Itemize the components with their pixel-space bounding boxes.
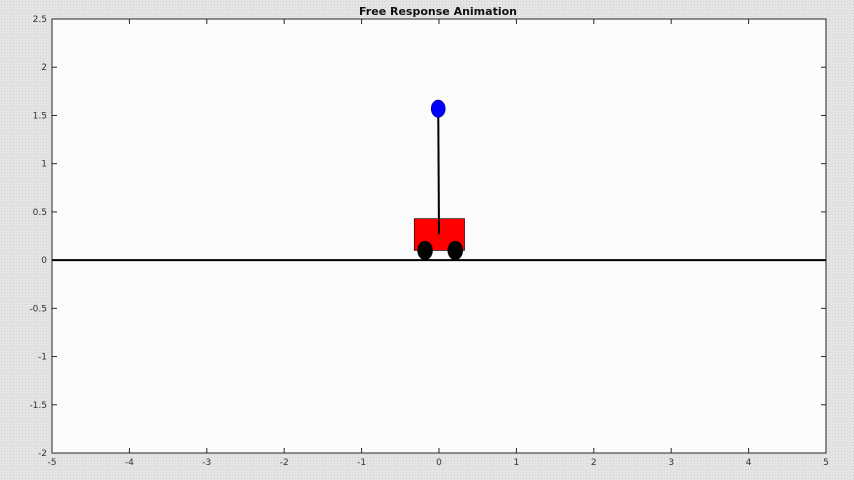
x-tick-label: 2 — [591, 458, 597, 468]
y-tick-label: -2 — [38, 449, 47, 459]
y-tick-label: 1 — [41, 160, 47, 170]
x-tick-label: -2 — [280, 458, 289, 468]
y-tick-label: 2 — [41, 63, 47, 73]
y-tick-label: 1.5 — [33, 111, 47, 121]
x-tick-label: -3 — [202, 458, 211, 468]
cart-wheel — [447, 240, 463, 261]
scene-layer — [52, 99, 826, 262]
y-tick-label: 0.5 — [33, 208, 47, 218]
x-tick-label: -4 — [125, 458, 134, 468]
cart-wheel — [417, 240, 433, 261]
y-tick-label: -0.5 — [29, 304, 47, 314]
ticks-layer: -5 -4 -3 -2 -1 0 1 2 3 4 5 -2 -1.5 -1 -0.5 0 0.5 1 1.5 2 2.5 — [29, 15, 828, 468]
y-tick-label: 2.5 — [33, 15, 47, 25]
y-tick-label: 0 — [41, 256, 47, 266]
pendulum-bob — [430, 99, 446, 118]
x-tick-label: 0 — [436, 458, 442, 468]
x-tick-label: 5 — [823, 458, 829, 468]
x-tick-label: 3 — [668, 458, 674, 468]
pendulum-rod — [437, 108, 440, 235]
y-tick-label: -1 — [38, 353, 47, 363]
plot-title: Free Response Animation — [359, 5, 517, 18]
axes-box — [51, 18, 827, 454]
x-tick-label: -1 — [357, 458, 366, 468]
y-tick-label: -1.5 — [29, 401, 47, 411]
x-tick-label: -5 — [48, 458, 57, 468]
x-tick-label: 1 — [514, 458, 520, 468]
x-tick-label: 4 — [746, 458, 752, 468]
